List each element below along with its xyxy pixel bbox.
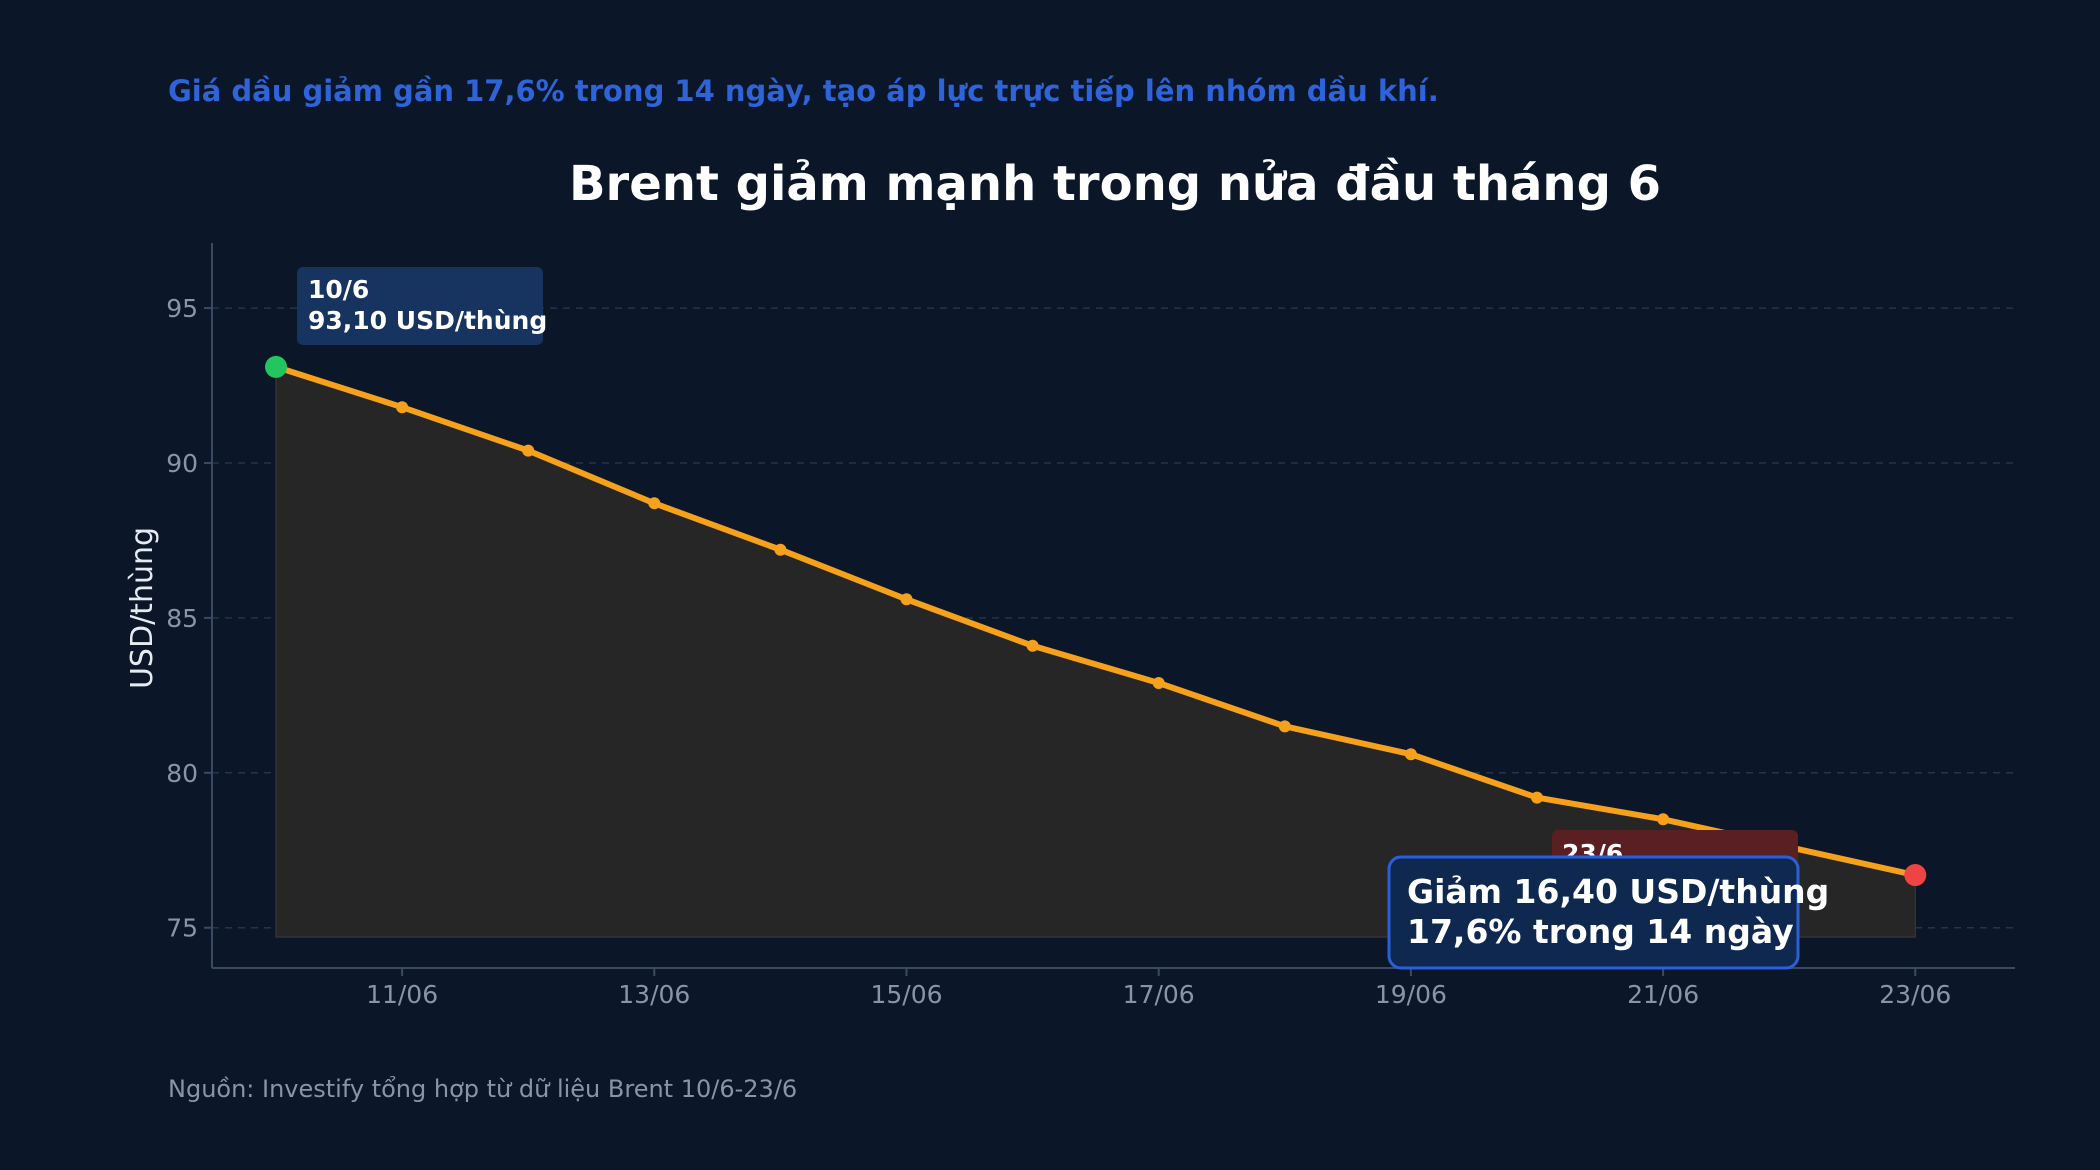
y-tick-label-75: 75 (166, 914, 198, 943)
source-note: Nguồn: Investify tổng hợp từ dữ liệu Bre… (168, 1075, 798, 1103)
data-point-19/06 (1404, 748, 1417, 761)
data-point-16/06 (1026, 639, 1039, 652)
summary-line-1: Giảm 16,40 USD/thùng (1407, 872, 1829, 911)
summary-box (1387, 855, 1800, 970)
headline: Giá dầu giảm gần 17,6% trong 14 ngày, tạ… (168, 74, 1439, 108)
data-point-10/06 (265, 355, 287, 378)
y-axis-ticks: 75 80 85 90 95 (166, 294, 212, 943)
data-points (265, 355, 1927, 887)
summary-line-2: 17,6% trong 14 ngày (1407, 912, 1794, 951)
data-point-13/06 (648, 497, 661, 510)
y-tick-label-90: 90 (166, 449, 198, 478)
x-tick-label-21/06: 21/06 (1627, 980, 1699, 1009)
chart-title: Brent giảm mạnh trong nửa đầu tháng 6 (569, 156, 1661, 212)
data-point-14/06 (774, 543, 787, 556)
data-point-17/06 (1152, 676, 1165, 689)
x-tick-label-11/06: 11/06 (366, 980, 438, 1009)
y-tick-label-85: 85 (166, 604, 198, 633)
x-tick-label-13/06: 13/06 (618, 980, 690, 1009)
start-label-box (297, 267, 543, 345)
x-tick-label-17/06: 17/06 (1123, 980, 1195, 1009)
series-line (273, 363, 1919, 879)
data-point-11/06 (396, 401, 409, 414)
start-label-value: 93,10 USD/thùng (308, 306, 547, 335)
x-tick-label-23/06: 23/06 (1879, 980, 1951, 1009)
data-point-18/06 (1278, 720, 1291, 733)
y-axis-label: USD/thùng (125, 527, 160, 689)
data-point-20/06 (1531, 791, 1543, 804)
data-point-12/06 (522, 444, 535, 457)
y-tick-label-95: 95 (166, 294, 198, 323)
x-tick-label-19/06: 19/06 (1375, 980, 1447, 1009)
data-point-15/06 (900, 593, 913, 606)
x-tick-label-15/06: 15/06 (870, 980, 942, 1009)
y-tick-label-80: 80 (166, 759, 198, 788)
data-point-21/06 (1657, 813, 1670, 826)
start-label-date: 10/6 (308, 275, 369, 304)
data-point-23/06 (1904, 864, 1927, 887)
x-axis-ticks: 11/06 13/06 15/06 17/06 19/06 21/06 23/06 (366, 968, 1951, 1009)
